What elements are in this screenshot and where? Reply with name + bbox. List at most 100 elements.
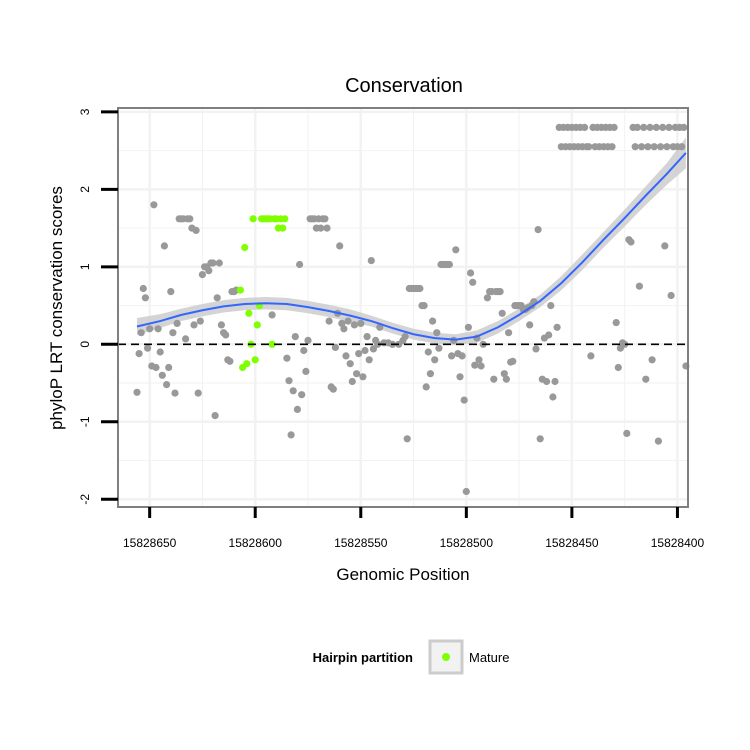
- data-point: [638, 143, 646, 151]
- data-point: [635, 282, 644, 290]
- data-point: [401, 333, 409, 341]
- data-point: [426, 370, 434, 378]
- legend-key-box: [428, 639, 464, 675]
- data-point: [469, 278, 477, 286]
- data-point: [205, 267, 213, 275]
- data-point: [137, 329, 145, 337]
- data-point: [285, 377, 293, 385]
- data-point-mature: [268, 340, 276, 348]
- x-tick-label: 15828650: [123, 536, 177, 550]
- data-point: [211, 412, 219, 420]
- data-point: [173, 319, 181, 327]
- data-point: [448, 352, 456, 360]
- legend: Hairpin partition Mature: [313, 639, 509, 675]
- data-point: [344, 317, 352, 325]
- data-point: [213, 294, 221, 302]
- data-point: [268, 311, 276, 319]
- data-point: [458, 352, 466, 360]
- y-tick-label: 0: [78, 341, 92, 348]
- data-point: [460, 396, 468, 404]
- data-point: [365, 356, 373, 364]
- data-point: [215, 259, 223, 267]
- data-point: [646, 123, 654, 131]
- data-point: [500, 370, 508, 378]
- data-point: [154, 325, 162, 333]
- data-point: [317, 224, 325, 232]
- data-point: [498, 309, 506, 317]
- data-point: [336, 242, 344, 250]
- data-point: [420, 302, 428, 310]
- data-point: [631, 143, 639, 151]
- data-point: [361, 346, 369, 355]
- data-point: [435, 344, 443, 352]
- data-point: [490, 375, 498, 383]
- data-point: [627, 238, 635, 246]
- data-point: [192, 226, 200, 234]
- data-point-mature: [236, 286, 244, 294]
- data-point: [608, 143, 616, 151]
- data-point: [467, 269, 475, 277]
- data-point: [323, 224, 331, 232]
- data-point: [300, 346, 308, 355]
- data-point: [462, 487, 470, 496]
- data-point: [667, 291, 675, 300]
- data-point: [283, 354, 291, 362]
- data-point: [329, 385, 337, 393]
- data-point: [532, 345, 540, 353]
- data-point: [456, 373, 464, 381]
- data-point: [146, 325, 154, 333]
- data-point: [139, 284, 147, 293]
- data-point: [475, 356, 483, 364]
- data-point: [505, 329, 513, 337]
- data-point: [217, 321, 225, 329]
- data-point: [160, 242, 168, 250]
- data-point: [433, 329, 441, 337]
- data-point: [422, 383, 430, 391]
- data-point: [650, 143, 658, 151]
- y-tick-label: -1: [78, 416, 92, 427]
- data-point: [144, 344, 152, 352]
- data-point: [633, 123, 641, 131]
- data-point: [652, 123, 660, 131]
- x-tick-label: 15828600: [229, 536, 283, 550]
- x-tick-label: 15828400: [651, 536, 705, 550]
- data-point: [424, 348, 432, 356]
- data-point: [340, 325, 348, 333]
- data-point: [150, 201, 158, 209]
- data-point: [553, 323, 561, 331]
- data-point: [296, 260, 304, 269]
- data-point: [196, 317, 204, 325]
- data-point: [665, 123, 673, 131]
- y-axis-title: phyloP LRT conservation scores: [47, 186, 66, 430]
- data-point: [198, 271, 206, 279]
- data-point: [547, 302, 555, 310]
- data-point: [133, 388, 141, 396]
- data-point: [659, 123, 667, 131]
- data-point: [194, 389, 202, 397]
- data-point-mature: [249, 215, 257, 223]
- data-point: [291, 333, 299, 341]
- data-point-mature: [279, 224, 287, 232]
- data-point: [621, 340, 629, 348]
- plot-border: [117, 107, 689, 508]
- data-point: [403, 435, 411, 443]
- data-point: [551, 377, 559, 386]
- data-point-mature: [253, 321, 261, 329]
- data-point: [657, 143, 665, 151]
- data-point: [222, 331, 230, 339]
- loess-smooth-line: [136, 152, 687, 341]
- data-point: [302, 367, 310, 375]
- data-point: [678, 143, 686, 151]
- legend-label-mature: Mature: [469, 650, 509, 665]
- x-tick-label: 15828450: [545, 536, 599, 550]
- data-point: [321, 215, 329, 223]
- data-point: [585, 143, 593, 151]
- data-point: [374, 340, 382, 348]
- data-point: [452, 246, 460, 254]
- data-point: [648, 356, 656, 364]
- data-point: [169, 329, 177, 337]
- data-point: [342, 352, 350, 360]
- data-point: [156, 348, 164, 356]
- data-point: [141, 294, 149, 302]
